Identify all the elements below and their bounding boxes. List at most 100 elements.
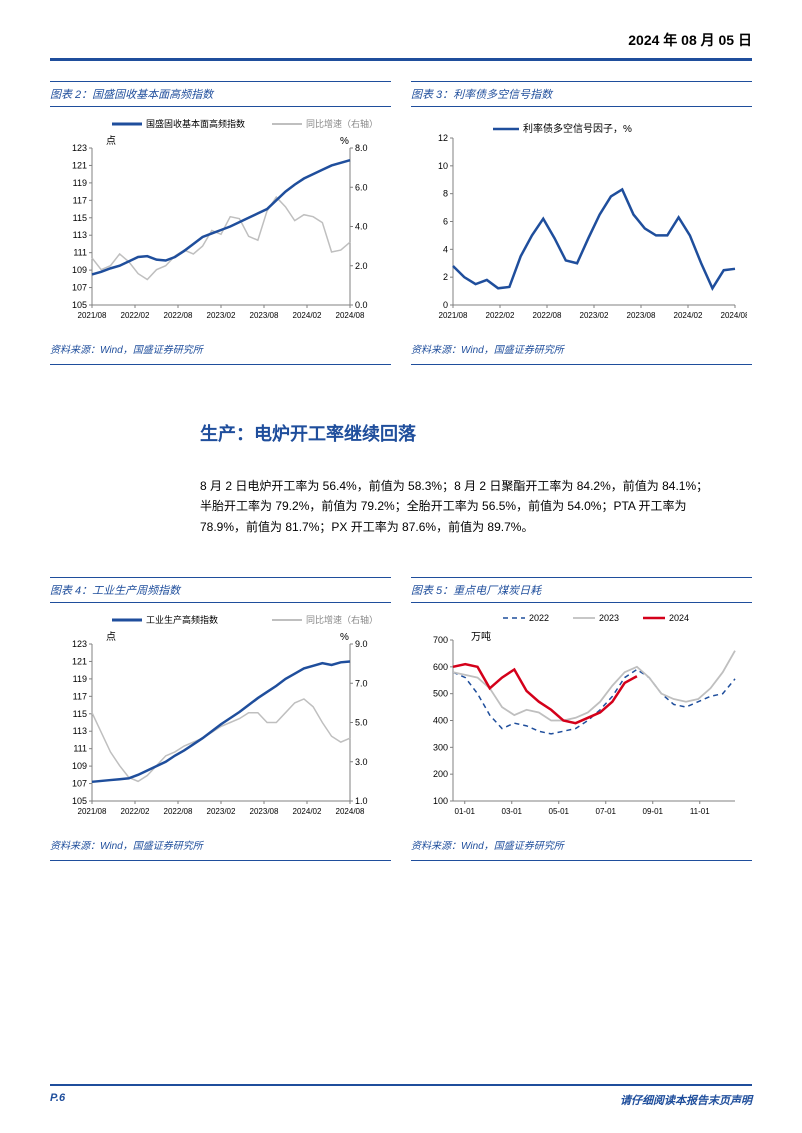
section-body: 8 月 2 日电炉开工率为 56.4%，前值为 58.3%；8 月 2 日聚酯开… <box>200 476 752 537</box>
svg-text:万吨: 万吨 <box>471 630 491 643</box>
svg-text:700: 700 <box>432 635 447 645</box>
svg-text:3.0: 3.0 <box>355 756 368 766</box>
svg-text:109: 109 <box>71 761 86 771</box>
svg-text:105: 105 <box>71 300 86 310</box>
chart-row-1: 图表 2：国盛固收基本面高频指数 国盛固收基本面高频指数 同比增速（右轴） 点% 10… <box>50 81 752 365</box>
svg-text:同比增速（右轴）: 同比增速（右轴） <box>306 118 378 129</box>
page-date: 2024 年 08 月 05 日 <box>50 30 752 50</box>
chart4-title: 图表 4：工业生产周频指数 <box>50 577 391 603</box>
svg-text:117: 117 <box>72 195 86 205</box>
svg-text:%: % <box>340 632 349 643</box>
svg-text:107: 107 <box>71 282 86 292</box>
svg-text:115: 115 <box>72 708 86 718</box>
svg-text:同比增速（右轴）: 同比增速（右轴） <box>306 614 378 625</box>
chart2-title: 图表 2：国盛固收基本面高频指数 <box>50 81 391 107</box>
chart3-source: 资料来源：Wind，国盛证券研究所 <box>411 337 752 356</box>
svg-text:5.0: 5.0 <box>355 717 368 727</box>
svg-text:107: 107 <box>71 778 86 788</box>
svg-text:113: 113 <box>72 726 86 736</box>
svg-text:117: 117 <box>72 691 86 701</box>
svg-text:05-01: 05-01 <box>548 807 569 816</box>
svg-text:点: 点 <box>106 631 116 643</box>
svg-text:8.0: 8.0 <box>355 143 368 153</box>
footer-note: 请仔细阅读本报告末页声明 <box>620 1092 752 1108</box>
chart5-source: 资料来源：Wind，国盛证券研究所 <box>411 833 752 852</box>
svg-text:2024/02: 2024/02 <box>292 311 321 320</box>
chart3-title: 图表 3：利率债多空信号指数 <box>411 81 752 107</box>
svg-text:2024: 2024 <box>669 613 689 623</box>
svg-text:121: 121 <box>71 160 86 170</box>
svg-text:国盛固收基本面高频指数: 国盛固收基本面高频指数 <box>146 118 245 129</box>
svg-text:115: 115 <box>72 212 86 222</box>
svg-text:105: 105 <box>71 796 86 806</box>
svg-text:2022: 2022 <box>529 613 549 623</box>
chart5-svg: 2022 2023 2024 万吨 100 200 300 400 500 600 700 01-01… <box>417 606 747 831</box>
svg-text:2022/08: 2022/08 <box>163 807 192 816</box>
svg-text:10: 10 <box>437 160 447 170</box>
svg-text:8: 8 <box>442 188 447 198</box>
svg-text:01-01: 01-01 <box>454 807 475 816</box>
svg-text:6: 6 <box>442 216 447 226</box>
svg-text:2024/08: 2024/08 <box>335 311 364 320</box>
svg-text:2022/02: 2022/02 <box>120 807 149 816</box>
chart3-svg: 利率债多空信号因子，% 0 2 4 6 8 10 12 2021/08 2022/02 2022/0… <box>417 110 747 335</box>
svg-text:113: 113 <box>72 230 86 240</box>
svg-text:6.0: 6.0 <box>355 182 368 192</box>
svg-text:4.0: 4.0 <box>355 221 368 231</box>
svg-text:工业生产高频指数: 工业生产高频指数 <box>146 614 218 625</box>
svg-text:0: 0 <box>442 300 447 310</box>
chart3-panel: 图表 3：利率债多空信号指数 利率债多空信号因子，% 0 2 4 6 8 10 12 2021/… <box>411 81 752 365</box>
svg-text:09-01: 09-01 <box>642 807 663 816</box>
svg-text:点: 点 <box>106 135 116 147</box>
svg-text:%: % <box>340 136 349 147</box>
page-number: P.6 <box>50 1092 65 1108</box>
chart4-panel: 图表 4：工业生产周频指数 工业生产高频指数 同比增速（右轴） 点% 105 107 10… <box>50 577 391 861</box>
svg-text:600: 600 <box>432 662 447 672</box>
svg-text:2: 2 <box>442 272 447 282</box>
svg-text:07-01: 07-01 <box>595 807 616 816</box>
chart2-source: 资料来源：Wind，国盛证券研究所 <box>50 337 391 356</box>
svg-text:12: 12 <box>437 133 447 143</box>
svg-text:2022/02: 2022/02 <box>485 311 514 320</box>
svg-text:2022/02: 2022/02 <box>120 311 149 320</box>
svg-text:200: 200 <box>432 769 447 779</box>
svg-text:2023/02: 2023/02 <box>206 311 235 320</box>
svg-text:100: 100 <box>432 796 447 806</box>
chart4-source: 资料来源：Wind，国盛证券研究所 <box>50 833 391 852</box>
svg-text:利率债多空信号因子，%: 利率债多空信号因子，% <box>523 122 632 135</box>
svg-text:2021/08: 2021/08 <box>77 311 106 320</box>
svg-text:7.0: 7.0 <box>355 678 368 688</box>
svg-text:1.0: 1.0 <box>355 796 368 806</box>
svg-text:119: 119 <box>72 177 86 187</box>
section-title: 生产：电炉开工率继续回落 <box>200 420 752 446</box>
svg-text:111: 111 <box>73 247 87 257</box>
chart4-svg: 工业生产高频指数 同比增速（右轴） 点% 105 107 109 111 113 115 117 1… <box>56 606 386 831</box>
chart-row-2: 图表 4：工业生产周频指数 工业生产高频指数 同比增速（右轴） 点% 105 107 10… <box>50 577 752 861</box>
svg-text:500: 500 <box>432 688 447 698</box>
svg-text:2024/02: 2024/02 <box>673 311 702 320</box>
svg-text:2023/08: 2023/08 <box>626 311 655 320</box>
svg-text:2024/08: 2024/08 <box>335 807 364 816</box>
svg-text:300: 300 <box>432 742 447 752</box>
svg-text:121: 121 <box>71 656 86 666</box>
chart5-panel: 图表 5：重点电厂煤炭日耗 2022 2023 2024 万吨 100 200 300 400… <box>411 577 752 861</box>
svg-text:400: 400 <box>432 715 447 725</box>
svg-text:2022/08: 2022/08 <box>163 311 192 320</box>
svg-text:2023/02: 2023/02 <box>579 311 608 320</box>
svg-text:2022/08: 2022/08 <box>532 311 561 320</box>
svg-text:4: 4 <box>442 244 447 254</box>
svg-text:2024/08: 2024/08 <box>720 311 746 320</box>
svg-text:0.0: 0.0 <box>355 300 368 310</box>
header-rule <box>50 58 752 61</box>
svg-text:9.0: 9.0 <box>355 639 368 649</box>
svg-text:2021/08: 2021/08 <box>77 807 106 816</box>
svg-text:111: 111 <box>73 743 87 753</box>
svg-text:2023: 2023 <box>599 613 619 623</box>
svg-text:109: 109 <box>71 265 86 275</box>
svg-text:119: 119 <box>72 674 86 684</box>
svg-text:2024/02: 2024/02 <box>292 807 321 816</box>
svg-text:2023/08: 2023/08 <box>249 311 278 320</box>
svg-text:2023/02: 2023/02 <box>206 807 235 816</box>
chart5-title: 图表 5：重点电厂煤炭日耗 <box>411 577 752 603</box>
svg-text:2021/08: 2021/08 <box>438 311 467 320</box>
